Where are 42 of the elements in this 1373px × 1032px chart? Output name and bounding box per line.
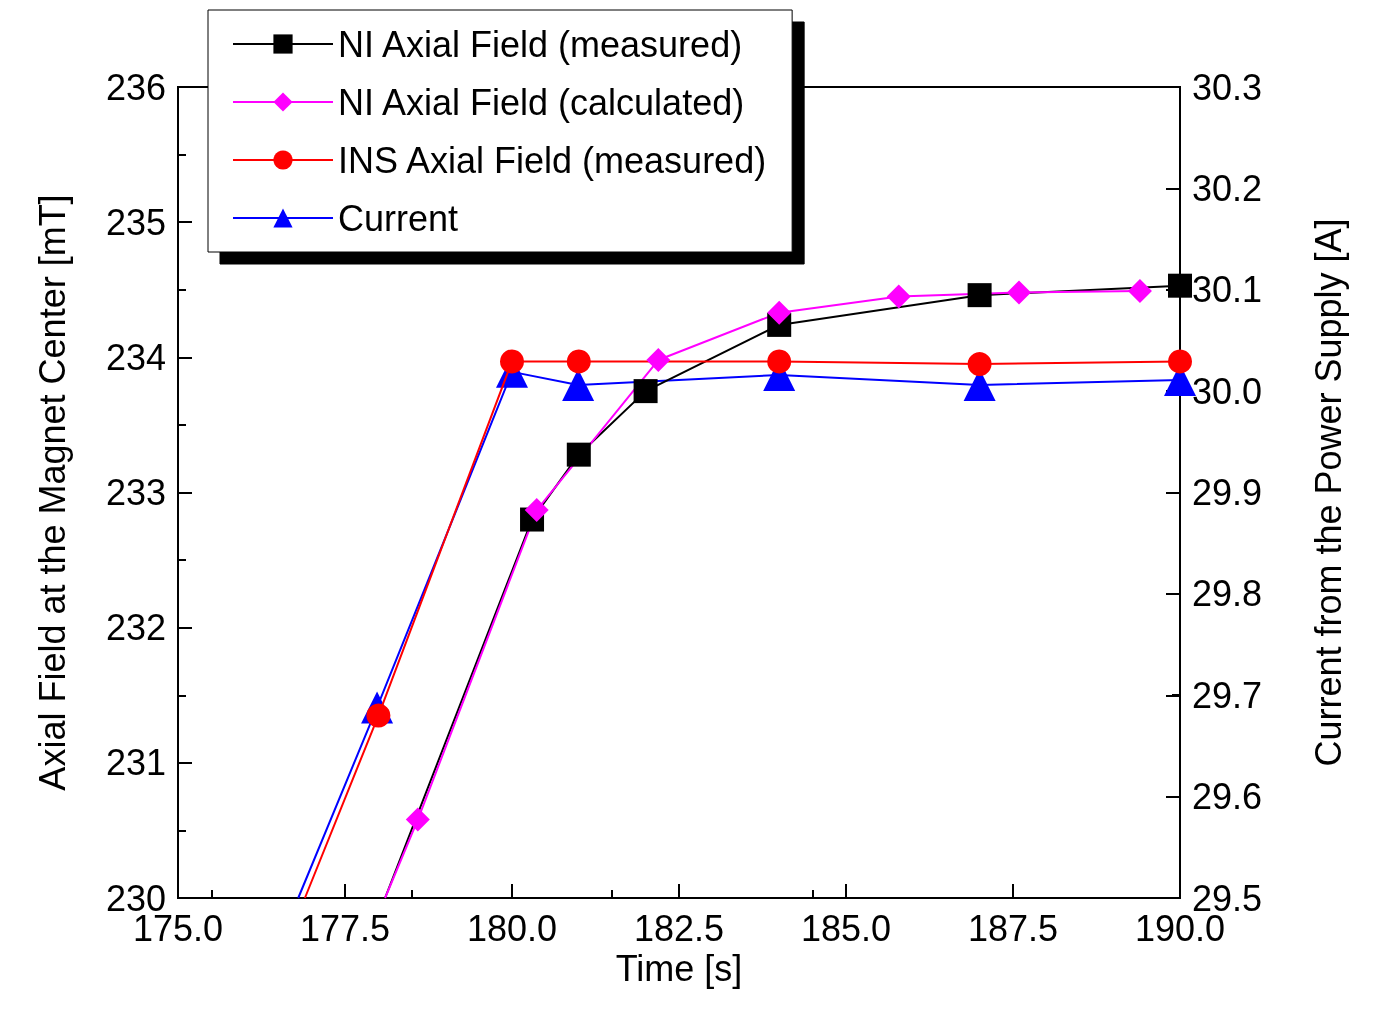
legend-label: NI Axial Field (calculated) — [338, 81, 745, 123]
point — [405, 807, 430, 832]
y-tick-label: 232 — [105, 607, 166, 649]
point — [767, 300, 792, 325]
point — [1168, 273, 1192, 298]
point — [566, 442, 591, 467]
point — [767, 349, 792, 374]
y2-tick-label: 30.3 — [1192, 66, 1263, 108]
y2-tick-label: 29.8 — [1192, 573, 1263, 615]
point — [886, 284, 911, 309]
point — [967, 283, 992, 308]
point — [1168, 349, 1192, 374]
x-tick-label: 180.0 — [466, 907, 558, 949]
y-tick-label: 235 — [105, 201, 166, 243]
legend-label: INS Axial Field (measured) — [338, 139, 767, 181]
point — [967, 352, 992, 377]
y2-tick-label: 30.0 — [1192, 370, 1263, 412]
x-tick-label: 177.5 — [299, 907, 391, 949]
point — [646, 348, 671, 373]
point — [524, 498, 549, 523]
y-axis-title: Axial Field at the Magnet Center [mT] — [31, 194, 73, 791]
x-tick-label: 185.0 — [800, 907, 892, 949]
point — [566, 349, 591, 374]
y2-tick-label: 29.6 — [1192, 776, 1263, 818]
point — [633, 379, 658, 404]
point — [1127, 279, 1152, 304]
legend-label: NI Axial Field (measured) — [338, 23, 743, 65]
y-tick-label: 233 — [105, 472, 166, 513]
y2-tick-label: 30.2 — [1192, 167, 1263, 209]
legend-label: Current — [338, 197, 459, 239]
x-tick-label: 187.5 — [967, 907, 1059, 949]
x-tick-label: 182.5 — [633, 907, 725, 949]
y2-tick-label: 29.9 — [1192, 472, 1263, 513]
y2-tick-label: 30.1 — [1192, 269, 1263, 311]
y-tick-label: 234 — [105, 336, 166, 378]
x-axis-title: Time [s] — [615, 948, 743, 990]
point — [1007, 280, 1032, 305]
y-tick-label: 231 — [105, 742, 166, 784]
y-tick-label: 236 — [105, 66, 166, 108]
point — [500, 349, 524, 374]
y2-tick-label: 29.7 — [1192, 674, 1263, 716]
y2-axis-title: Current from the Power Supply [A] — [1307, 218, 1349, 767]
